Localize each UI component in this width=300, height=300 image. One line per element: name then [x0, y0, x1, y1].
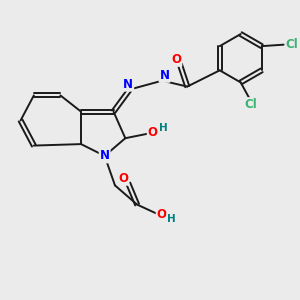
- Text: H: H: [159, 124, 168, 134]
- Text: Cl: Cl: [244, 98, 257, 111]
- Text: O: O: [157, 208, 166, 221]
- Text: H: H: [167, 214, 176, 224]
- Text: O: O: [171, 53, 182, 66]
- Text: Cl: Cl: [286, 38, 298, 51]
- Text: N: N: [123, 78, 133, 91]
- Text: O: O: [118, 172, 128, 185]
- Text: O: O: [148, 126, 158, 139]
- Text: N: N: [160, 69, 170, 82]
- Text: N: N: [100, 149, 110, 162]
